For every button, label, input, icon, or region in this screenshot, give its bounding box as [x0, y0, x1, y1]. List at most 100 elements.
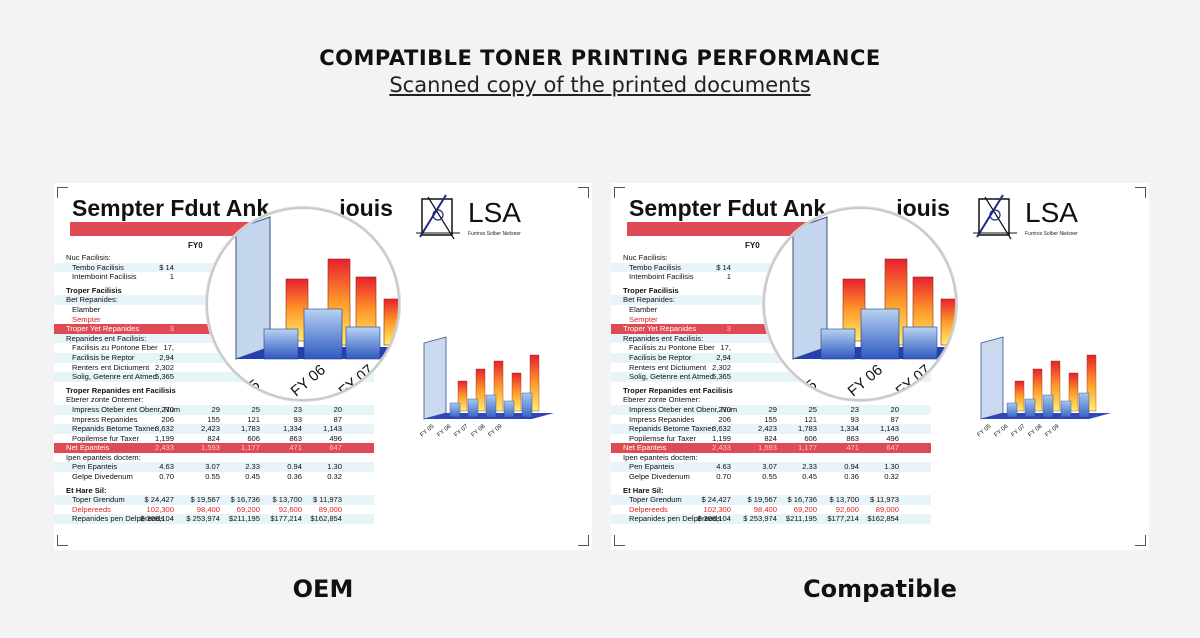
row-label: Intemboint Facilisis [72, 272, 137, 282]
magnified-bar-front [860, 308, 900, 360]
row-value: 29 [768, 404, 777, 414]
row-value: $ 14 [159, 262, 174, 272]
row-value: 606 [804, 433, 817, 443]
chart-bar-front [485, 394, 497, 418]
table-row: Impress Repanides 206 155 121 93 87 [611, 415, 931, 425]
row-value: $211,195 [785, 514, 817, 524]
row-label: Repanides pen Delpereeds [72, 514, 165, 524]
table-row: Gelpe Divedenum 0.70 0.55 0.45 0.36 0.32 [611, 472, 931, 482]
row-label: Renters ent Dictiument [72, 362, 150, 372]
magnified-chart: 05 FY 06 FY 07 [235, 216, 398, 399]
table-row: Sempter [611, 315, 931, 325]
row-value: 25 [808, 404, 817, 414]
table-row: Eberer zonte Ontemer: [54, 395, 374, 405]
row-value: $ 16,736 [230, 495, 260, 505]
row-value: 2,423 [757, 424, 777, 434]
row-value: 3.07 [762, 462, 777, 472]
row-value: 4.63 [716, 462, 731, 472]
table-row: Intemboint Facilisis 1 [611, 272, 931, 282]
row-label: Troper Yet Repanides [623, 324, 697, 334]
row-label: Repanides pen Delpereeds [629, 514, 722, 524]
row-label: Solig, Getenre ent Atmed [72, 372, 157, 382]
table-row: Nuc Facilisis: [54, 253, 374, 263]
chart-axis-label: FY 08 [470, 423, 487, 438]
row-label: Elamber [72, 304, 101, 314]
magnified-bar-back [940, 298, 955, 346]
row-value: 0.94 [844, 462, 859, 472]
row-value: 69,200 [793, 504, 817, 514]
table-row: Renters ent Dictiument 2,302 [611, 363, 931, 373]
table-row: Impress Repanides 206 155 121 93 87 [54, 415, 374, 425]
table-row: Net Epanteis 2,433 1,593 1,177 471 647 [611, 443, 931, 453]
row-label: Toper Grendum [72, 495, 125, 505]
row-value: 87 [333, 414, 342, 424]
row-value: 1,177 [240, 443, 260, 453]
row-value: 606 [247, 433, 260, 443]
row-value: 1,783 [240, 424, 260, 434]
chart-axis-label: FY 08 [1027, 423, 1044, 438]
row-value: 647 [329, 443, 342, 453]
chart-bar-back [457, 380, 468, 412]
row-value: 1,783 [797, 424, 817, 434]
magnified-bar-front [820, 328, 856, 360]
table-row: Popilemse fur Taxer 1,199 824 606 863 496 [54, 434, 374, 444]
row-label: Nuc Facilisis: [66, 253, 111, 262]
row-label: Ipen epanteis doctem: [623, 452, 698, 462]
row-value: 1 [169, 272, 174, 282]
page-title: COMPATIBLE TONER PRINTING PERFORMANCE [319, 46, 881, 70]
row-label: Gelpe Divedenum [72, 472, 133, 482]
row-label: Sempter [72, 314, 101, 324]
row-value: $ 14 [716, 262, 731, 272]
row-label: Pen Epanteis [72, 462, 118, 472]
logo-subtext: Furrires Solber Nielsner [1025, 231, 1078, 237]
chart-bar-front [1078, 392, 1090, 418]
table-row: Delpereeds 102,300 98,400 69,200 92,600 89,00… [611, 505, 931, 515]
magnified-bar-front [345, 326, 381, 360]
row-value: 2,94 [716, 352, 731, 362]
row-value: $ 11,973 [313, 495, 342, 505]
oem-scan-panel: Sempter Fdut Ank iouis FY0 LSA Furrires S… [54, 183, 592, 550]
row-value: $177,214 [827, 514, 859, 524]
row-label: Delpereeds [72, 504, 111, 514]
row-label: Net Epanteis [623, 443, 667, 453]
row-value: 2,433 [711, 443, 731, 453]
row-label: Repanids Betome Taxner [629, 424, 715, 434]
row-value: 5,365 [711, 372, 731, 382]
row-value: 98,400 [196, 504, 220, 514]
bar-chart-graphic: FY 05 FY 06 FY 07 FY 08 FY 09 [419, 336, 554, 439]
row-value: $ 24,427 [144, 495, 174, 505]
logo-text: LSA [468, 197, 521, 228]
row-label: Bet Repanides: [66, 295, 118, 305]
row-value: 206 [161, 414, 174, 424]
page-subtitle: Scanned copy of the printed documents [389, 73, 811, 97]
row-value: 3 [726, 324, 731, 334]
row-label: Facilisis zu Pontone Eber [629, 343, 715, 353]
row-value: 496 [886, 433, 899, 443]
row-label: Tembo Facilisis [629, 262, 681, 272]
row-label: Facilisis zu Pontone Eber [72, 343, 158, 353]
chart-bar-front [1060, 400, 1072, 418]
row-value: 155 [764, 414, 777, 424]
row-label: Pen Epanteis [629, 462, 675, 472]
row-value: 0.32 [327, 472, 342, 482]
table-row: Facilisis zu Pontone Eber 17, [54, 343, 374, 353]
row-value: 1,143 [879, 424, 899, 434]
crop-mark [578, 187, 589, 198]
table-row: Troper Repanides ent Facilisis [54, 386, 374, 396]
row-label: Net Epanteis [66, 443, 110, 453]
chart-bar-front [521, 392, 533, 418]
chart-bar-back [511, 372, 522, 412]
row-value: 3,632 [154, 424, 174, 434]
chart-bar-back [1050, 360, 1061, 412]
row-value: 2.33 [245, 462, 260, 472]
row-value: 1.30 [327, 462, 342, 472]
row-value: 121 [804, 414, 817, 424]
table-row: Troper Repanides ent Facilisis [611, 386, 931, 396]
row-value: 20 [890, 404, 899, 414]
table-row: Solig, Getenre ent Atmed 5,365 [54, 372, 374, 382]
row-value: $ 253,974 [743, 514, 777, 524]
row-value: $ 308,104 [697, 514, 731, 524]
row-value: $ 16,736 [787, 495, 817, 505]
row-value: $ 13,700 [829, 495, 859, 505]
table-row: Impress Oteber ent Obenr, Num 270 29 25 23 20 [611, 404, 931, 415]
